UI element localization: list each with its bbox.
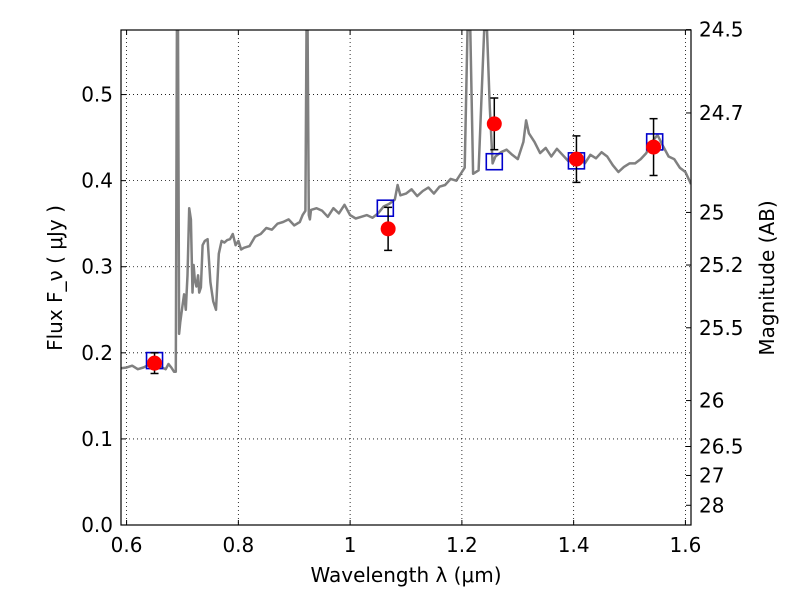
observed-point [646, 139, 662, 155]
y2-tick-label: 25.5 [699, 316, 744, 340]
model-box [376, 199, 395, 217]
y2-tick-label: 24.7 [699, 101, 744, 125]
x-tick-label: 1 [344, 533, 357, 557]
sed-line [121, 30, 691, 374]
y2-tick-label: 26 [699, 389, 724, 413]
x-tick-label: 0.6 [111, 533, 143, 557]
x-tick-label: 0.8 [222, 533, 254, 557]
y-tick-label: 0.4 [81, 169, 113, 193]
plot-content [121, 30, 691, 375]
x-tick-label: 1.2 [446, 533, 478, 557]
y2-tick-label: 27 [699, 463, 724, 487]
y2-tick-label: 25 [699, 200, 724, 224]
x-axis: 0.6 0.8 1 1.2 1.4 1.6 [111, 30, 702, 557]
y2-tick-label: 26.5 [699, 434, 744, 458]
y2-tick-label: 28 [699, 493, 724, 517]
model-box [485, 152, 504, 171]
y-axis-flux: 0.0 0.1 0.2 0.3 0.4 0.5 [81, 83, 126, 537]
observed-point [486, 116, 502, 132]
y-tick-label: 0.1 [81, 427, 113, 451]
y-axis-magnitude: 24.5 24.7 25 25.2 25.5 26 26.5 27 28 [686, 18, 744, 517]
x-axis-title: Wavelength λ (μm) [310, 563, 501, 587]
y2-axis-title: Magnitude (AB) [755, 200, 779, 355]
x-tick-label: 1.6 [670, 533, 702, 557]
observed-point [380, 221, 396, 237]
y2-tick-label: 24.5 [699, 18, 744, 42]
y-tick-label: 0.0 [81, 513, 113, 537]
y-tick-label: 0.3 [81, 255, 113, 279]
y-axis-title: Flux F_ν ( μJy ) [43, 205, 67, 351]
plot-frame [120, 29, 692, 526]
y2-tick-label: 25.2 [699, 253, 744, 277]
grid-lines [121, 30, 691, 526]
observed-point [147, 355, 163, 371]
y-tick-label: 0.5 [81, 83, 113, 107]
x-tick-label: 1.4 [558, 533, 590, 557]
y-tick-label: 0.2 [81, 341, 113, 365]
observed-point [568, 151, 584, 167]
